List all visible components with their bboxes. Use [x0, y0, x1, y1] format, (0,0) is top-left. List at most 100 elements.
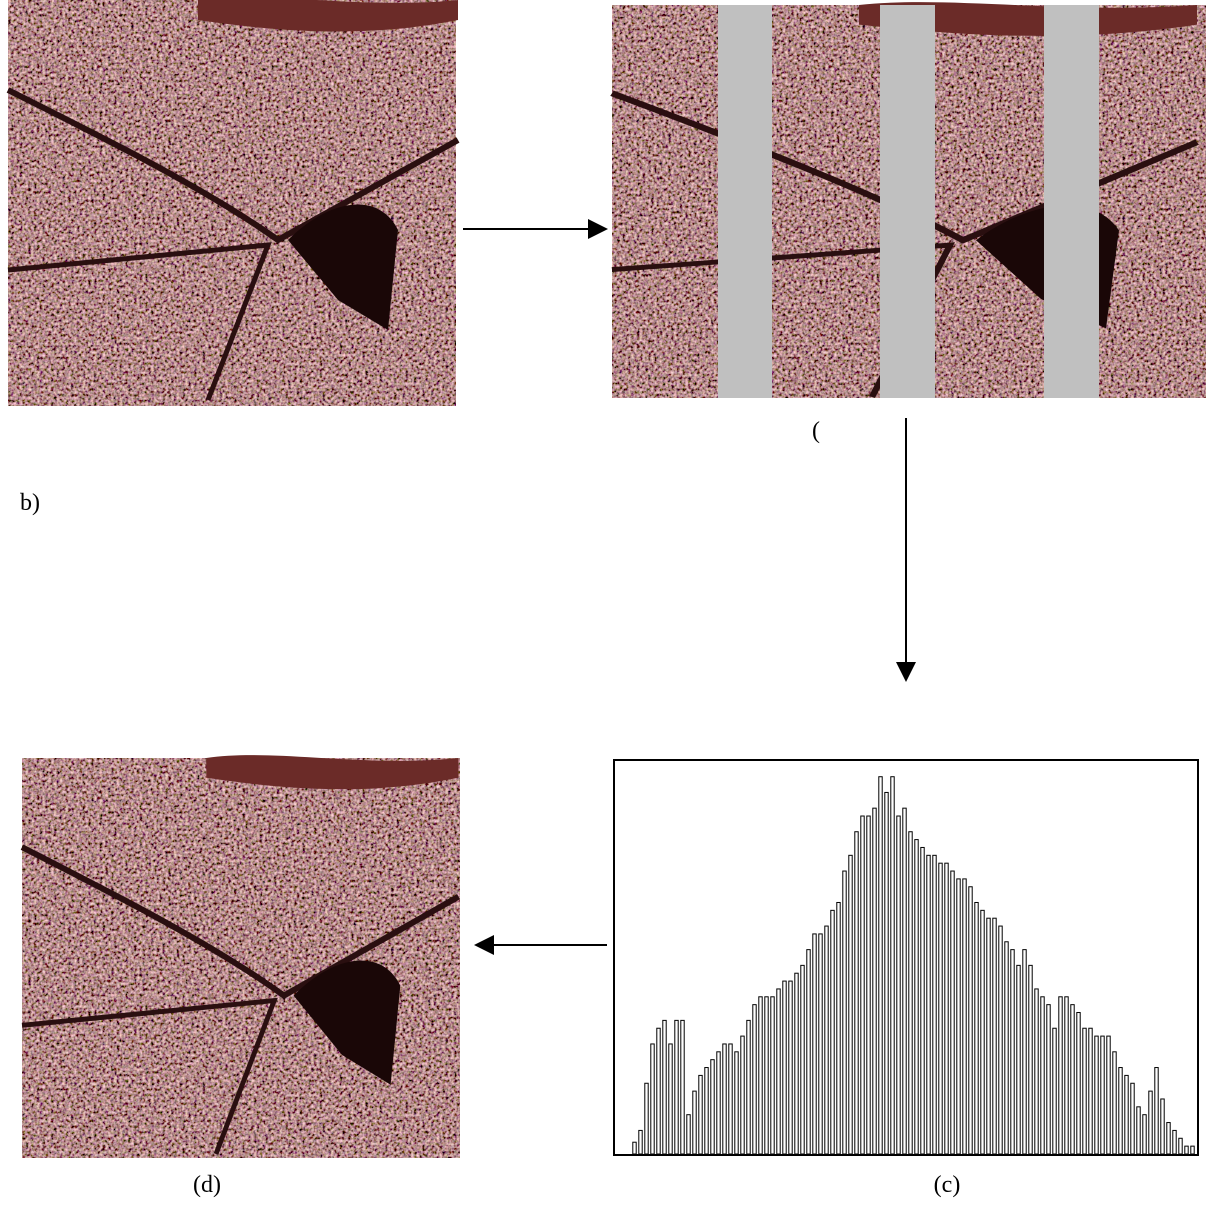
histogram-bar: [1052, 1027, 1057, 1155]
histogram-bar: [1184, 1145, 1189, 1155]
histogram-bar: [698, 1074, 703, 1155]
histogram-bar: [716, 1051, 721, 1155]
histogram-bar: [1106, 1035, 1111, 1155]
histogram-bar: [824, 925, 829, 1155]
histogram-bar: [890, 776, 895, 1155]
histogram-bar: [980, 909, 985, 1155]
histogram-bar: [872, 807, 877, 1155]
histogram-bar: [740, 1035, 745, 1155]
histogram-bar: [794, 972, 799, 1155]
histogram-bar: [668, 1043, 673, 1155]
histogram-bar: [1016, 964, 1021, 1155]
histogram-bar: [1136, 1106, 1141, 1155]
histogram-bar: [1124, 1074, 1129, 1155]
histogram-bar: [1076, 1012, 1081, 1155]
histogram-bar: [878, 776, 883, 1155]
histogram-bar: [1148, 1090, 1153, 1155]
histogram-bar: [1160, 1098, 1165, 1155]
histogram-bar: [1064, 996, 1069, 1155]
histogram-bar: [926, 854, 931, 1155]
histogram-bar: [704, 1067, 709, 1155]
histogram-bar: [974, 901, 979, 1155]
satellite-image-b: [612, 2, 1206, 398]
histogram-bar: [944, 862, 949, 1155]
histogram-bar: [734, 1051, 739, 1155]
histogram-bar: [1046, 1004, 1051, 1155]
histogram-bar: [674, 1019, 679, 1155]
histogram-bar: [1100, 1035, 1105, 1155]
histogram-bar: [638, 1129, 643, 1155]
histogram-bar: [908, 831, 913, 1155]
histogram-bar: [1130, 1082, 1135, 1155]
histogram-bar: [1058, 996, 1063, 1155]
histogram-bar: [644, 1082, 649, 1155]
histogram-bar: [806, 949, 811, 1155]
histogram-bar: [860, 815, 865, 1155]
panel-label: (c): [934, 1172, 961, 1198]
histogram-bar: [1022, 949, 1027, 1155]
histogram-bar: [692, 1090, 697, 1155]
histogram-bar: [1082, 1027, 1087, 1155]
histogram-bar: [758, 996, 763, 1155]
histogram-bar: [1118, 1067, 1123, 1155]
histogram-bar: [710, 1059, 715, 1155]
histogram-bar: [632, 1141, 637, 1155]
histogram-bar: [1088, 1027, 1093, 1155]
histogram-bar: [932, 854, 937, 1155]
histogram-bar: [914, 839, 919, 1155]
panel-label: (d): [193, 1172, 221, 1198]
histogram-bar: [1172, 1129, 1177, 1155]
histogram-bar: [956, 878, 961, 1155]
histogram-bar: [818, 933, 823, 1155]
histogram-bar: [848, 854, 853, 1155]
histogram-bar: [800, 964, 805, 1155]
histogram-bar: [902, 807, 907, 1155]
histogram-bar: [884, 791, 889, 1155]
histogram-bar: [770, 996, 775, 1155]
histogram-bar: [650, 1043, 655, 1155]
histogram-bar: [896, 815, 901, 1155]
histogram-bar: [998, 925, 1003, 1155]
histogram-bar: [1040, 996, 1045, 1155]
histogram-bar: [812, 933, 817, 1155]
histogram-bar: [1190, 1145, 1195, 1155]
histogram-bar: [1034, 988, 1039, 1155]
histogram-bar: [776, 988, 781, 1155]
histogram-bar: [854, 831, 859, 1155]
histogram-bar: [782, 980, 787, 1155]
histogram-bar: [1112, 1051, 1117, 1155]
histogram-bar: [866, 815, 871, 1155]
histogram-bar: [656, 1027, 661, 1155]
histogram-bar: [1094, 1035, 1099, 1155]
satellite-image-a: [8, 0, 458, 406]
histogram-bar: [746, 1019, 751, 1155]
histogram-bar: [1154, 1067, 1159, 1155]
histogram-bar: [662, 1019, 667, 1155]
histogram-bar: [962, 878, 967, 1155]
satellite-image-d: [22, 755, 460, 1158]
histogram-bar: [788, 980, 793, 1155]
histogram-bar: [992, 917, 997, 1155]
histogram-bar: [1178, 1137, 1183, 1155]
histogram-bar: [986, 917, 991, 1155]
histogram-bar: [1004, 941, 1009, 1155]
histogram-bar: [752, 1004, 757, 1155]
histogram-bar: [1028, 964, 1033, 1155]
histogram-bar: [950, 870, 955, 1155]
histogram-bar: [938, 862, 943, 1155]
histogram-bar: [728, 1043, 733, 1155]
histogram-bar: [764, 996, 769, 1155]
panel-label: (: [812, 418, 820, 444]
histogram-bar: [1010, 949, 1015, 1155]
histogram-bar: [1166, 1122, 1171, 1155]
histogram-bar: [836, 901, 841, 1155]
histogram-bar: [1142, 1114, 1147, 1155]
histogram-bar: [968, 886, 973, 1155]
histogram-bar: [830, 909, 835, 1155]
histogram-bar: [920, 846, 925, 1155]
panel-label: b): [20, 490, 40, 516]
histogram-bar: [686, 1114, 691, 1155]
histogram-bar: [1070, 1004, 1075, 1155]
histogram-bar: [722, 1043, 727, 1155]
